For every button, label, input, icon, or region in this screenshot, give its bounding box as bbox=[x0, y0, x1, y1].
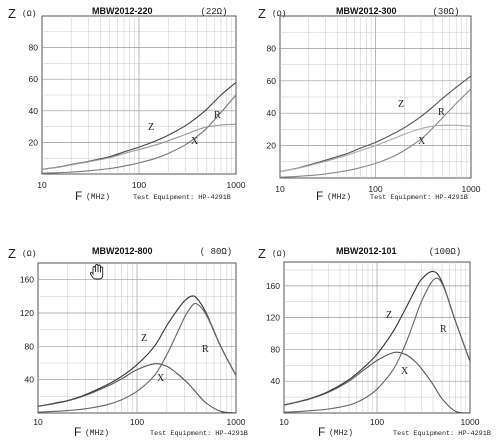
y-tick-label: 20 bbox=[267, 141, 277, 151]
x-tick-label: 1000 bbox=[461, 417, 480, 427]
test-equipment-note: Test Equipment: HP-4291B bbox=[393, 430, 491, 438]
y-axis-label: Z bbox=[258, 6, 266, 21]
series-label-x: X bbox=[191, 136, 199, 147]
x-axis-unit: (MHz) bbox=[85, 429, 109, 438]
x-tick-label: 1000 bbox=[227, 180, 246, 190]
impedance-rating: (22Ω) bbox=[200, 7, 227, 17]
x-axis-unit: (MHz) bbox=[329, 429, 353, 438]
y-axis-unit: (Ω) bbox=[22, 250, 36, 259]
y-tick-label: 160 bbox=[20, 275, 34, 285]
chart-title: MBW2012-220 bbox=[92, 6, 153, 16]
x-axis-label: F bbox=[74, 425, 81, 439]
y-tick-label: 120 bbox=[266, 313, 280, 323]
x-tick-label: 1000 bbox=[462, 184, 481, 194]
y-tick-label: 60 bbox=[29, 74, 39, 84]
series-label-x: X bbox=[418, 136, 426, 147]
y-axis-unit: (Ω) bbox=[272, 250, 286, 259]
series-label-r: R bbox=[202, 344, 209, 355]
chart-panel-bottom-right: 40 80 120 160 10 100 1000 Z (Ω) MBW2012-101 (100Ω)… bbox=[258, 246, 491, 439]
y-tick-label: 160 bbox=[266, 281, 280, 291]
y-tick-label: 80 bbox=[267, 43, 277, 53]
series-label-z: Z bbox=[141, 333, 147, 344]
impedance-rating: ( 80Ω) bbox=[200, 247, 232, 257]
chart-panel-bottom-left: 40 80 120 160 10 100 1000 Z (Ω) MBW2012-800 ( 80Ω)… bbox=[8, 246, 248, 439]
series-label-r: R bbox=[214, 110, 221, 121]
x-tick-label: 100 bbox=[130, 417, 144, 427]
chart-panel-top-right: 20 40 60 80 10 100 1000 Z (Ω) MBW2012-300 (30Ω) F (M… bbox=[258, 6, 481, 203]
impedance-rating: (30Ω) bbox=[432, 7, 459, 17]
y-tick-label: 40 bbox=[267, 108, 277, 118]
x-tick-label: 10 bbox=[279, 417, 289, 427]
y-tick-label: 60 bbox=[267, 76, 277, 86]
test-equipment-note: Test Equipment: HP-4291B bbox=[133, 194, 231, 202]
y-tick-label: 20 bbox=[29, 137, 39, 147]
series-line-x bbox=[37, 363, 237, 414]
chart-title: MBW2012-101 bbox=[336, 246, 397, 256]
y-tick-label: 80 bbox=[29, 43, 39, 53]
x-tick-label: 100 bbox=[368, 184, 382, 194]
y-tick-label: 80 bbox=[25, 341, 35, 351]
y-tick-label: 80 bbox=[271, 344, 281, 354]
x-axis-label: F bbox=[318, 425, 325, 439]
y-tick-label: 40 bbox=[25, 375, 35, 385]
x-tick-label: 100 bbox=[132, 180, 146, 190]
x-tick-label: 10 bbox=[275, 184, 285, 194]
x-tick-label: 10 bbox=[37, 180, 47, 190]
series-line-r bbox=[41, 94, 237, 174]
y-axis-label: Z bbox=[8, 246, 16, 261]
hand-cursor-icon bbox=[89, 264, 104, 280]
test-equipment-note: Test Equipment: HP-4291B bbox=[370, 194, 468, 202]
x-axis-label: F bbox=[316, 189, 323, 203]
x-axis-unit: (MHz) bbox=[86, 193, 110, 202]
test-equipment-note: Test Equipment: HP-4291B bbox=[150, 430, 248, 438]
series-line-x bbox=[279, 124, 472, 173]
x-tick-label: 1000 bbox=[227, 417, 246, 427]
y-tick-label: 120 bbox=[20, 308, 34, 318]
series-label-x: X bbox=[401, 366, 409, 377]
chart-title: MBW2012-300 bbox=[336, 6, 397, 16]
y-axis-unit: (Ω) bbox=[272, 10, 286, 19]
series-label-r: R bbox=[438, 107, 445, 118]
x-tick-label: 100 bbox=[370, 417, 384, 427]
chart-title: MBW2012-800 bbox=[92, 246, 153, 256]
y-axis-unit: (Ω) bbox=[22, 10, 36, 19]
series-label-x: X bbox=[157, 373, 165, 384]
series-label-z: Z bbox=[398, 99, 404, 110]
series-label-r: R bbox=[440, 324, 447, 335]
series-line-r bbox=[37, 302, 237, 413]
x-tick-label: 10 bbox=[33, 417, 43, 427]
series-line-z bbox=[279, 75, 472, 173]
series-line-r bbox=[279, 88, 472, 178]
y-tick-label: 40 bbox=[271, 376, 281, 386]
y-axis-label: Z bbox=[8, 6, 16, 21]
x-axis-label: F bbox=[75, 189, 82, 203]
chart-panel-top-left: 20 40 60 80 10 100 1000 Z (Ω) MBW2012-220 (22Ω) F (M… bbox=[8, 6, 246, 203]
series-label-z: Z bbox=[386, 310, 392, 321]
series-line-x bbox=[283, 351, 471, 414]
x-axis-unit: (MHz) bbox=[327, 193, 351, 202]
series-line-r bbox=[283, 277, 471, 413]
series-line-x bbox=[41, 123, 237, 170]
impedance-rating: (100Ω) bbox=[429, 247, 461, 257]
y-tick-label: 40 bbox=[29, 106, 39, 116]
y-axis-label: Z bbox=[258, 246, 266, 261]
series-label-z: Z bbox=[148, 122, 154, 133]
